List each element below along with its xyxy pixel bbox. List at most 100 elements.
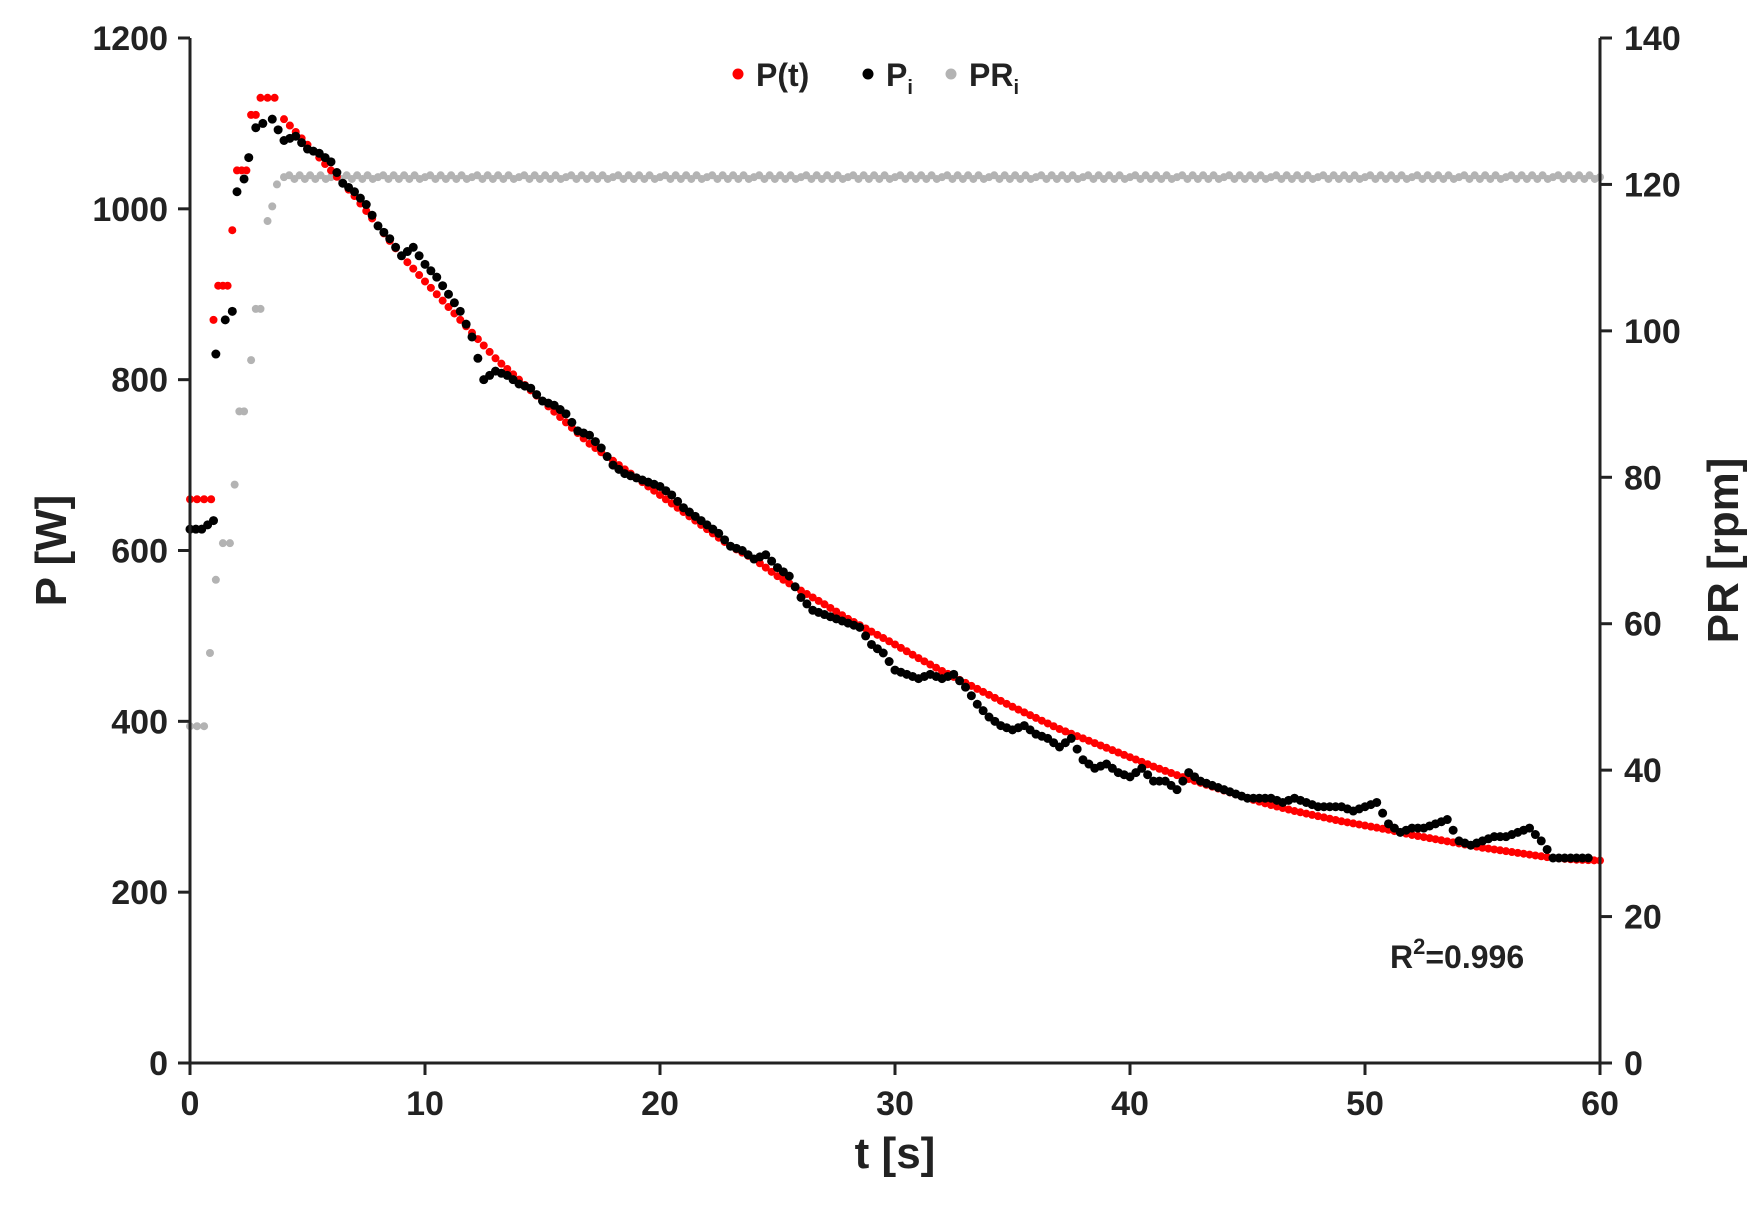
data-point-fill [1496, 174, 1505, 183]
data-point [209, 315, 218, 324]
data-point [256, 304, 265, 313]
data-point-fill [1378, 808, 1388, 818]
legend-item: Pi [862, 57, 913, 99]
data-point [373, 221, 383, 231]
data-point-fill [790, 582, 800, 592]
data-point [263, 217, 272, 226]
data-point-fill [885, 637, 894, 646]
legend-marker [732, 68, 744, 80]
data-point-fill [1378, 824, 1387, 833]
data-point-fill [1436, 817, 1446, 827]
data-point [773, 572, 782, 581]
y2-tick-label: 0 [1624, 1045, 1643, 1083]
data-point [220, 315, 230, 325]
data-point-fill [1483, 834, 1493, 844]
data-point [242, 166, 251, 175]
data-point-fill [426, 283, 435, 292]
data-point-fill [1166, 780, 1176, 790]
data-point-fill [1096, 761, 1106, 771]
data-point-fill [432, 290, 441, 299]
data-point-fill [203, 520, 213, 530]
data-point-fill [1319, 802, 1329, 812]
data-point-fill [1413, 823, 1423, 833]
r-squared-value: =0.996 [1425, 939, 1524, 975]
data-point-fill [508, 375, 518, 385]
x-tick-label: 40 [1111, 1085, 1149, 1123]
data-point-fill [814, 607, 824, 617]
data-point-fill [285, 133, 295, 143]
data-point [421, 277, 429, 286]
data-point-fill [990, 716, 1000, 726]
data-point-fill [1119, 770, 1129, 780]
data-point-fill [1307, 800, 1317, 810]
x-tick-label: 30 [876, 1085, 914, 1123]
data-point-fill [590, 437, 600, 447]
data-point [230, 480, 239, 489]
data-point-fill [884, 657, 894, 667]
data-point-fill [684, 507, 694, 517]
data-point-fill [879, 634, 888, 643]
data-point-fill [1201, 778, 1211, 788]
data-point-fill [1342, 804, 1352, 814]
data-point-fill [205, 649, 214, 657]
data-point-fill [603, 174, 612, 183]
data-point-fill [1448, 825, 1458, 835]
data-point-fill [1284, 805, 1293, 814]
data-point-fill [1073, 174, 1082, 183]
data-point-fill [838, 174, 847, 183]
data-point-fill [1543, 174, 1552, 183]
left-y-axis-title: P [W] [27, 495, 76, 607]
data-point-fill [391, 242, 401, 252]
data-point [891, 640, 899, 649]
data-point-fill [614, 464, 624, 474]
data-point [211, 575, 220, 584]
data-point-fill [872, 644, 882, 654]
data-point [244, 153, 254, 163]
data-point-fill [479, 341, 488, 350]
r-squared-annotation: R2=0.996 [1390, 934, 1524, 975]
data-point-fill [861, 631, 871, 641]
y-tick-label: 800 [111, 362, 168, 400]
data-point-fill [1002, 699, 1011, 708]
data-point-fill [1513, 848, 1522, 857]
legend-item: PRi [945, 57, 1019, 99]
data-point-fill [708, 524, 718, 534]
data-point-fill [1425, 834, 1434, 843]
data-point [455, 306, 465, 316]
axes-group [188, 38, 1602, 1065]
data-point-fill [320, 153, 330, 163]
data-point [270, 93, 279, 102]
data-point [272, 180, 281, 189]
data-point [228, 226, 237, 235]
data-point-fill [1577, 853, 1587, 863]
data-point [200, 495, 209, 504]
x-tick-label: 0 [181, 1085, 200, 1123]
data-point-fill [832, 607, 841, 616]
data-point [223, 281, 232, 290]
data-point [218, 539, 227, 548]
data-point-fill [1507, 830, 1517, 840]
data-point-fill [409, 264, 418, 273]
data-point-fill [931, 671, 941, 681]
data-point-fill [332, 168, 342, 178]
data-point-fill [966, 691, 976, 701]
data-point-fill [1026, 174, 1035, 183]
data-point-fill [661, 486, 671, 496]
data-point-fill [485, 347, 494, 356]
data-point-fill [926, 660, 935, 669]
legend-label: PRi [969, 57, 1019, 99]
data-point-fill [426, 266, 436, 276]
data-point [247, 356, 256, 365]
data-point-fill [1295, 795, 1305, 805]
data-point-fill [497, 359, 506, 368]
data-point-fill [297, 138, 307, 148]
data-point [1525, 850, 1534, 859]
data-point-fill [438, 281, 448, 291]
data-point [280, 115, 288, 124]
data-point-fill [414, 251, 424, 261]
data-point-fill [520, 381, 530, 391]
data-point [420, 259, 430, 269]
data-point-fill [1519, 825, 1529, 835]
